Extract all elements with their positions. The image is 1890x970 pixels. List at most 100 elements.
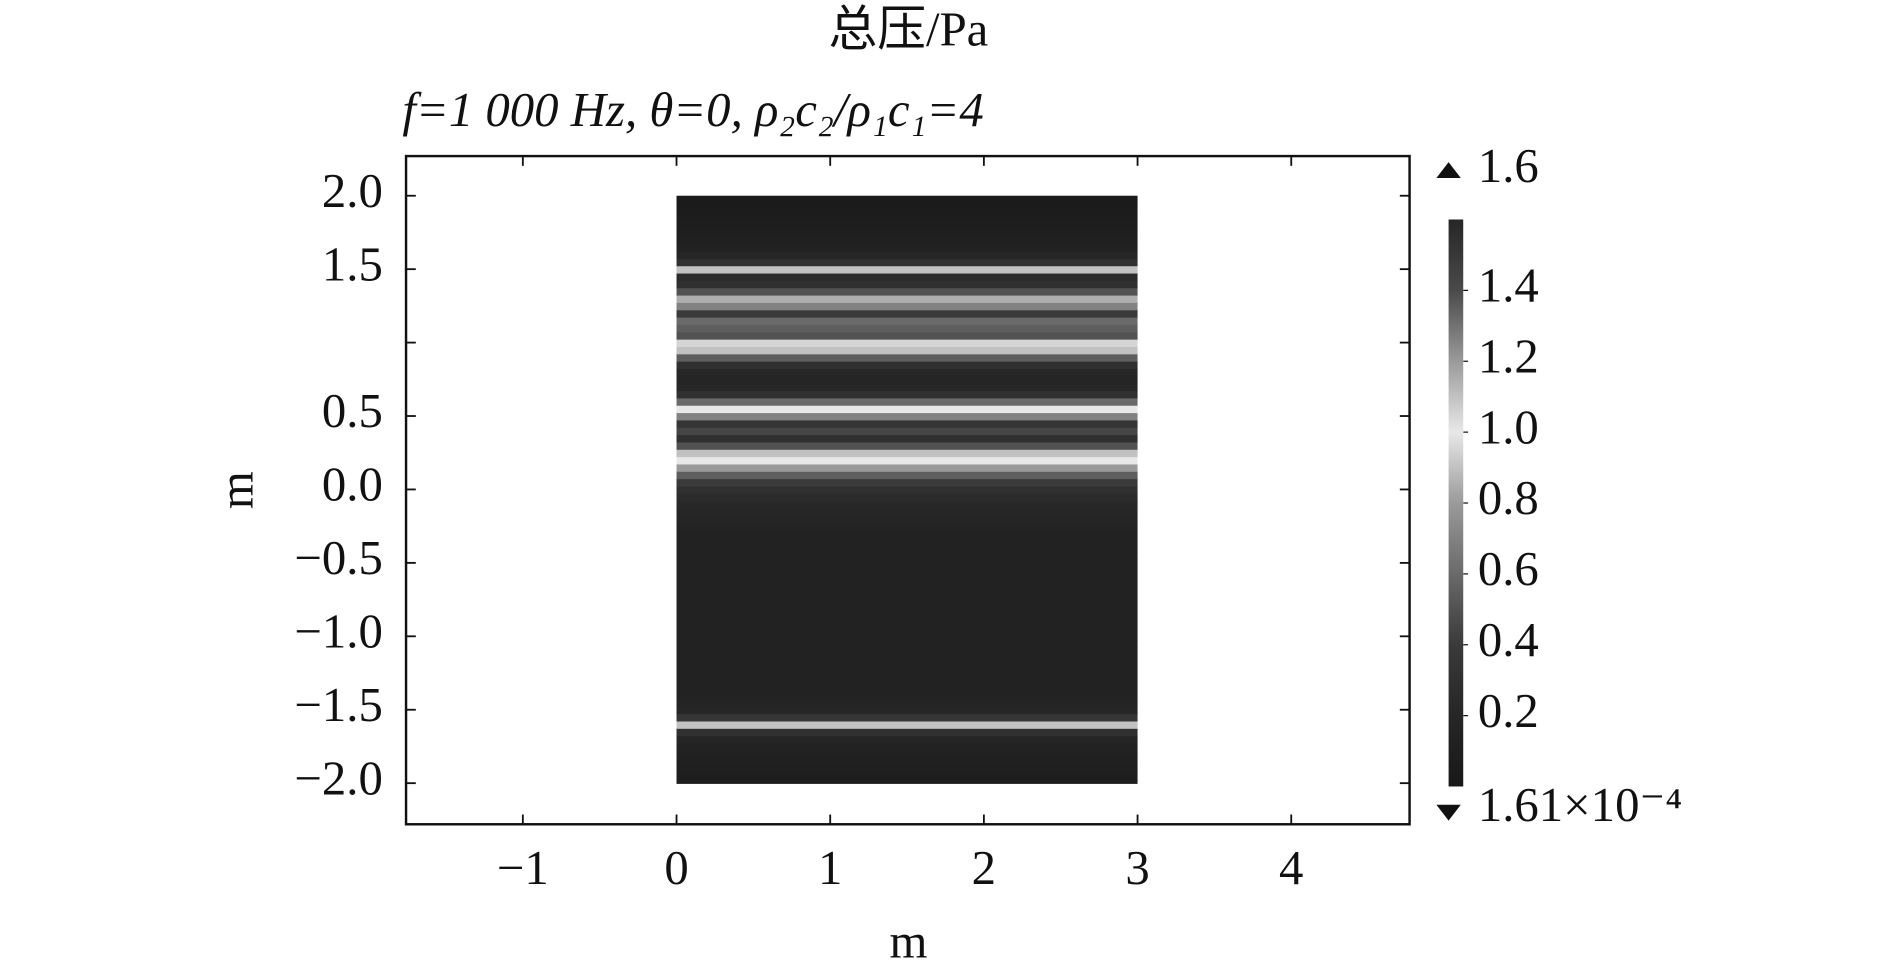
colorbar-tick-label: 1.0 [1478, 400, 1539, 454]
field-cell [676, 405, 1138, 414]
field-cell [676, 375, 1138, 384]
field-cell [676, 397, 1138, 406]
colorbar-tick-label: 1.2 [1478, 329, 1539, 383]
field-cell [676, 647, 1138, 656]
colorbar-max-arrow [1436, 162, 1461, 179]
field-cell [676, 764, 1138, 773]
field-cell [676, 368, 1138, 377]
x-tick-label: 2 [972, 841, 996, 895]
field-cell [676, 551, 1138, 560]
field-cell [676, 698, 1138, 707]
axes: −1 0 1 2 3 4 2.0 1.5 0.5 0.0 −0.5 −1.0 −1.5 −2.0 1.4 1.… [294, 156, 1539, 895]
field-cell [676, 588, 1138, 597]
chart-subtitle: f=1 000 Hz, θ=0, ρ₂c₂/ρ₁c₁=4 [402, 83, 983, 137]
field-cell [676, 280, 1138, 289]
field-cell [676, 757, 1138, 766]
field-cell [676, 684, 1138, 693]
field-cell [676, 427, 1138, 436]
x-tick-label: −1 [497, 841, 549, 895]
field-cell [676, 742, 1138, 751]
field-cell [676, 522, 1138, 531]
field-cell [676, 324, 1138, 333]
field-cell [676, 243, 1138, 252]
field-cell [676, 294, 1138, 303]
field-cell [676, 573, 1138, 582]
field-cell [676, 265, 1138, 274]
field-cell [676, 471, 1138, 480]
colorbar-tick-label: 0.2 [1478, 684, 1539, 738]
field-cell [676, 331, 1138, 340]
field-cell [676, 382, 1138, 392]
field-cell [676, 625, 1138, 634]
field-cell [676, 195, 1138, 201]
colorbar [1448, 219, 1464, 787]
field-cell [676, 500, 1138, 509]
colorbar-min-arrow [1436, 804, 1461, 821]
field-cell [676, 779, 1138, 784]
field-cell [676, 617, 1138, 627]
field-cell [676, 419, 1138, 428]
field-cell [676, 537, 1138, 546]
field-cell [676, 316, 1138, 325]
x-tick-label: 3 [1125, 841, 1149, 895]
field-cell [676, 478, 1138, 487]
field-cell [676, 559, 1138, 568]
field-cell [676, 728, 1138, 737]
field-cell [676, 412, 1138, 421]
y-tick-label: 0.0 [322, 458, 383, 512]
field-cell [676, 595, 1138, 604]
y-tick-label: −0.5 [294, 531, 382, 585]
field-cell [676, 214, 1138, 223]
field-cell [676, 236, 1138, 245]
y-tick-label: −1.0 [294, 604, 382, 658]
colorbar-tick-label: 0.6 [1478, 542, 1539, 596]
colorbar-tick-label: 0.8 [1478, 471, 1539, 525]
field-cell [676, 353, 1138, 362]
y-axis-label: m [210, 471, 264, 509]
field-cell [676, 507, 1138, 516]
field-cell [676, 713, 1138, 722]
y-tick-label: −2.0 [294, 751, 382, 805]
field-cell [676, 346, 1138, 355]
field-cell [676, 449, 1138, 458]
plot-frame [404, 154, 1411, 826]
field-cell [676, 258, 1138, 267]
y-tick-label: −1.5 [294, 678, 382, 732]
field-cell [676, 735, 1138, 744]
field-cell [676, 772, 1138, 781]
field-cell [676, 199, 1138, 208]
field-cell [676, 485, 1138, 494]
field-cell [676, 610, 1138, 619]
field-cell [676, 250, 1138, 259]
field [676, 195, 1138, 784]
colorbar-tick-label: 1.4 [1478, 259, 1539, 313]
field-cell [676, 529, 1138, 538]
field-cell [676, 493, 1138, 502]
field-cell [676, 221, 1138, 230]
field-cell [676, 228, 1138, 237]
x-tick-label: 0 [664, 841, 688, 895]
field-cell [676, 360, 1138, 370]
colorbar-max-label: 1.6 [1478, 139, 1539, 193]
field-cell [676, 434, 1138, 443]
y-tick-label: 0.5 [322, 384, 383, 438]
field-cell [676, 544, 1138, 553]
field-cell [676, 669, 1138, 678]
field-cell [676, 639, 1138, 649]
field-cell [676, 662, 1138, 671]
field-cell [676, 581, 1138, 590]
chart-title: 总压/Pa [828, 2, 988, 56]
field-cell [676, 706, 1138, 715]
field-cell [676, 463, 1138, 472]
colorbar-tick-label: 0.4 [1478, 613, 1539, 667]
y-tick-label: 1.5 [322, 237, 383, 291]
x-tick-label: 4 [1279, 841, 1303, 895]
field-cell [676, 676, 1138, 685]
field-cell [676, 309, 1138, 318]
field-cell [676, 654, 1138, 663]
field-cell [676, 302, 1138, 311]
field-cell [676, 456, 1138, 465]
y-tick-label: 2.0 [322, 164, 383, 218]
field-cell [676, 603, 1138, 612]
